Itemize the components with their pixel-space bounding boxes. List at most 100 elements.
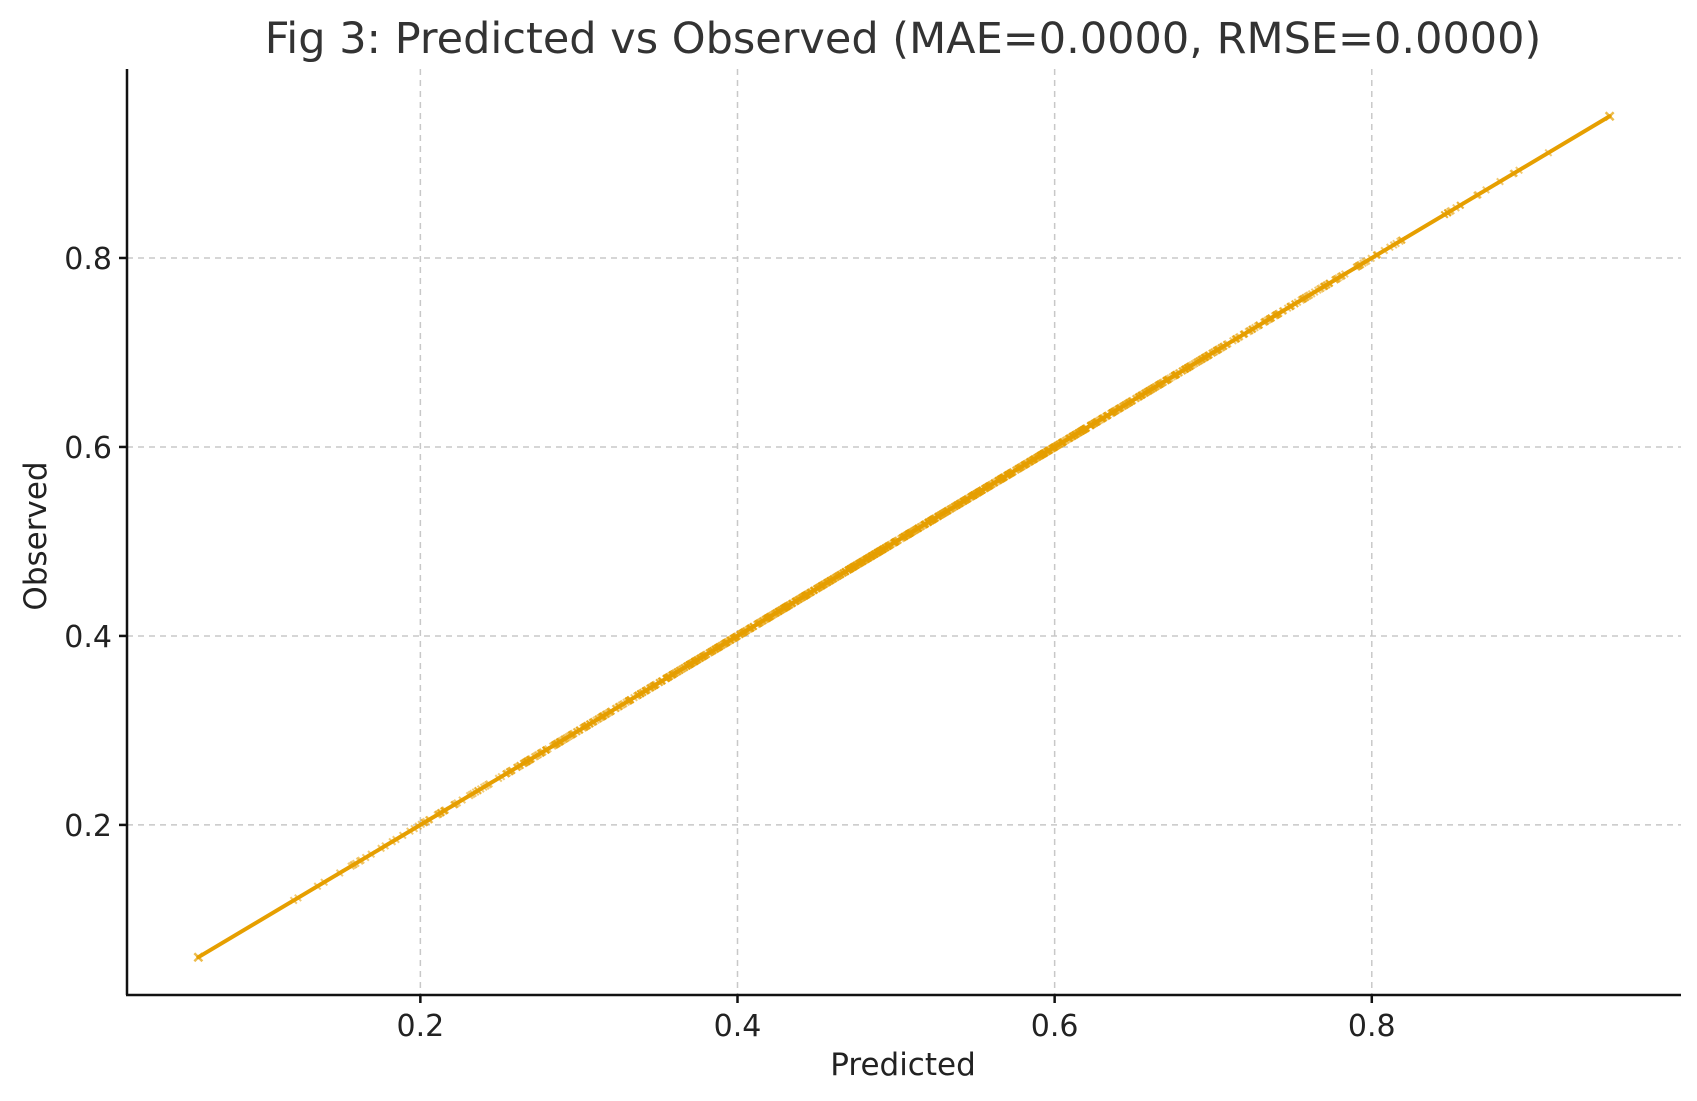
- scatter-point: [636, 689, 645, 698]
- scatter-point: [1372, 251, 1381, 260]
- scatter-point: [840, 568, 849, 577]
- scatter-point: [984, 482, 993, 491]
- y-tick-label: 0.2: [64, 809, 112, 844]
- scatter-point: [392, 835, 400, 844]
- scatter-point: [834, 572, 843, 580]
- scatter-point: [1325, 279, 1334, 288]
- scatter-point: [1128, 396, 1137, 405]
- scatter-point: [313, 882, 322, 891]
- scatter-point: [193, 952, 204, 963]
- scatter-point: [800, 592, 809, 600]
- scatter-point: [924, 518, 932, 527]
- scatter-point: [1604, 111, 1615, 122]
- scatter-point: [531, 752, 540, 761]
- scatter-point: [1291, 299, 1299, 308]
- scatter-point: [1509, 169, 1518, 178]
- scatter-point: [745, 624, 754, 633]
- scatter-point: [1195, 356, 1204, 365]
- scatter-point: [1142, 388, 1151, 397]
- scatter-point: [885, 541, 894, 550]
- scatter-point: [677, 665, 686, 674]
- scatter-point: [968, 492, 977, 500]
- scatter-point: [701, 651, 710, 660]
- scatter-point: [406, 827, 414, 836]
- scatter-point: [936, 511, 945, 520]
- scatter-point: [1332, 275, 1341, 283]
- scatter-point: [855, 559, 864, 568]
- scatter-point: [1039, 449, 1048, 458]
- scatter-point: [615, 702, 624, 711]
- scatter-point: [752, 620, 761, 629]
- scatter-point: [1111, 406, 1120, 415]
- scatter-point: [1147, 385, 1156, 394]
- scatter-point: [763, 614, 772, 622]
- scatter-point: [1496, 177, 1504, 186]
- scatter-point: [410, 824, 419, 833]
- scatter-point: [910, 526, 919, 535]
- scatter-point: [1157, 379, 1165, 388]
- scatter-point: [1251, 323, 1259, 332]
- scatter-point: [1029, 455, 1037, 464]
- scatter-point: [1210, 347, 1219, 356]
- scatter-point: [1299, 294, 1308, 303]
- scatter-point: [1219, 342, 1228, 351]
- scatter-point: [1021, 460, 1030, 468]
- scatter-point: [473, 786, 482, 795]
- scatter-point: [871, 549, 880, 558]
- scatter-point: [863, 554, 872, 563]
- scatter-point: [820, 580, 829, 588]
- scatter-point: [1232, 334, 1241, 343]
- data-points: [193, 111, 1615, 963]
- scatter-point: [1153, 381, 1162, 390]
- ticks: 0.2 0.4 0.6 0.8 0.2 0.4 0.6 0.8: [64, 242, 1395, 1044]
- scatter-point: [607, 707, 615, 716]
- scatter-point: [961, 495, 970, 504]
- scatter-point: [367, 850, 376, 859]
- scatter-point: [642, 686, 651, 694]
- scatter-point: [377, 844, 386, 853]
- scatter-point: [381, 841, 390, 850]
- scatter-point: [1447, 206, 1456, 215]
- scatter-point: [830, 574, 838, 583]
- scatter-point: [812, 584, 821, 593]
- scatter-point: [626, 695, 635, 704]
- scatter-point: [658, 676, 667, 685]
- scatter-point: [771, 609, 780, 617]
- scatter-point: [1183, 363, 1192, 372]
- scatter-point: [350, 860, 358, 869]
- axes: [125, 69, 1681, 997]
- scatter-point: [1261, 317, 1270, 326]
- scatter-point: [512, 763, 521, 772]
- scatter-point: [950, 502, 959, 511]
- scatter-point: [1380, 246, 1389, 255]
- scatter-point: [1163, 375, 1172, 384]
- scatter-point: [1049, 443, 1058, 452]
- scatter-point: [575, 726, 584, 734]
- scatter-point: [1239, 330, 1248, 339]
- scatter-point: [778, 605, 787, 614]
- scatter-point: [1201, 353, 1209, 362]
- scatter-point: [1098, 414, 1107, 423]
- scatter-point: [1278, 307, 1287, 316]
- scatter-point: [1456, 201, 1465, 210]
- x-tick-label: 0.6: [1031, 1009, 1079, 1044]
- scatter-point: [481, 782, 490, 790]
- scatter-point: [904, 530, 913, 539]
- scatter-point: [714, 643, 723, 652]
- scatter-point: [1079, 426, 1087, 434]
- scatter-point: [844, 565, 853, 574]
- scatter-point: [646, 683, 655, 692]
- scatter-point: [805, 589, 813, 598]
- scatter-point: [1385, 243, 1394, 252]
- scatter-point: [1045, 446, 1054, 455]
- scatter-point: [555, 737, 564, 746]
- scatter-point: [1320, 282, 1329, 290]
- scatter-point: [988, 480, 997, 488]
- scatter-point: [1205, 350, 1214, 359]
- x-tick-label: 0.8: [1348, 1009, 1396, 1044]
- scatter-point: [294, 893, 302, 902]
- scatter-point: [320, 878, 329, 887]
- scatter-point: [434, 810, 443, 818]
- x-tick-label: 0.2: [396, 1009, 444, 1044]
